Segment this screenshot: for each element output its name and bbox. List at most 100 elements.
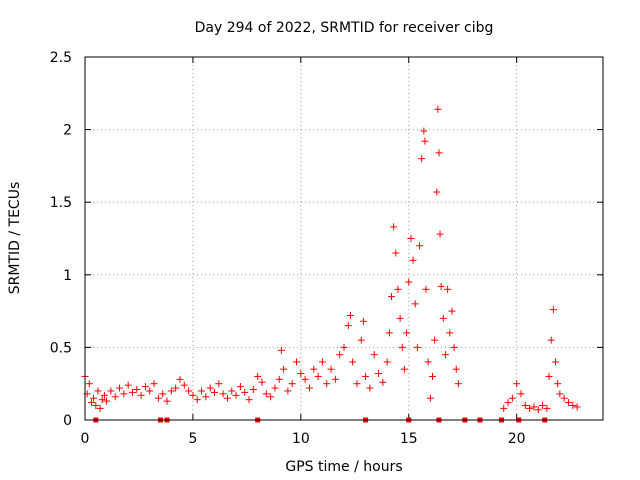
data-point	[448, 307, 456, 315]
data-point	[539, 401, 547, 409]
data-point	[424, 358, 432, 366]
chart-title: Day 294 of 2022, SRMTID for receiver cib…	[195, 20, 494, 36]
data-point	[103, 397, 111, 405]
data-point	[390, 223, 398, 231]
data-point	[444, 285, 452, 293]
data-point	[107, 387, 115, 395]
data-point	[215, 380, 223, 388]
data-point	[223, 394, 231, 402]
data-point	[573, 403, 581, 411]
data-point	[323, 380, 331, 388]
data-point	[450, 343, 458, 351]
data-point	[133, 386, 141, 394]
data-point	[219, 390, 227, 398]
data-point	[569, 401, 577, 409]
data-point	[288, 380, 296, 388]
y-tick-label: 1.5	[50, 195, 72, 211]
data-point	[293, 358, 301, 366]
data-point	[336, 351, 344, 359]
data-point	[398, 343, 406, 351]
data-point	[202, 393, 210, 401]
data-point	[267, 393, 275, 401]
data-point	[344, 322, 352, 330]
data-point	[454, 380, 462, 388]
data-point	[128, 388, 136, 396]
data-point	[543, 404, 551, 412]
data-point	[517, 390, 525, 398]
data-point	[552, 358, 560, 366]
data-point	[120, 390, 128, 398]
data-point	[198, 387, 206, 395]
x-tick-label: 0	[81, 431, 90, 447]
data-point	[504, 399, 512, 407]
data-point	[90, 394, 98, 402]
data-point	[340, 343, 348, 351]
data-point	[349, 358, 357, 366]
data-point	[146, 387, 154, 395]
data-point	[405, 278, 413, 286]
y-tick-label: 0	[63, 413, 72, 429]
data-point	[370, 351, 378, 359]
data-point	[428, 372, 436, 380]
data-point	[421, 137, 429, 145]
y-tick-label: 2	[63, 123, 72, 139]
data-point	[359, 317, 367, 325]
data-point	[508, 394, 516, 402]
data-point	[163, 397, 171, 405]
data-point	[310, 365, 318, 373]
data-point	[314, 372, 322, 380]
data-point	[564, 399, 572, 407]
data-point	[396, 314, 404, 322]
data-point	[280, 365, 288, 373]
data-point	[111, 393, 119, 401]
data-point	[357, 336, 365, 344]
data-point	[534, 406, 542, 414]
data-point	[422, 285, 430, 293]
data-point	[420, 127, 428, 135]
data-point	[549, 306, 557, 314]
data-point	[400, 365, 408, 373]
data-point	[277, 346, 285, 354]
data-point	[435, 149, 443, 157]
data-point	[547, 336, 555, 344]
data-point	[394, 285, 402, 293]
x-tick-label: 20	[508, 431, 526, 447]
data-point	[383, 358, 391, 366]
data-point	[189, 391, 197, 399]
plot-frame	[84, 56, 604, 421]
data-point	[409, 256, 417, 264]
data-point	[211, 388, 218, 396]
data-point	[353, 380, 361, 388]
data-point	[362, 372, 370, 380]
data-point	[385, 329, 393, 337]
data-point	[436, 230, 444, 238]
y-tick-label: 2.5	[50, 50, 72, 66]
data-point	[526, 404, 534, 412]
data-point	[318, 358, 326, 366]
data-point	[159, 390, 167, 398]
data-point	[172, 384, 180, 392]
data-point	[327, 365, 335, 373]
data-point	[452, 365, 460, 373]
data-point	[258, 378, 266, 386]
data-point	[249, 386, 257, 394]
data-point	[305, 384, 313, 392]
data-point	[331, 375, 339, 383]
data-point	[379, 378, 387, 386]
data-point	[236, 383, 244, 391]
tick-layer: 0 5 10 15 20 0 0.5 1 1.5 2 2.5	[50, 50, 603, 447]
data-point	[254, 372, 262, 380]
data-point	[433, 188, 441, 196]
data-point	[403, 329, 411, 337]
x-tick-label: 5	[188, 431, 197, 447]
data-point	[85, 380, 93, 388]
data-point	[301, 375, 309, 383]
y-axis-label: SRMTID / TECUs	[7, 182, 23, 295]
data-point	[500, 404, 508, 412]
data-point	[530, 403, 538, 411]
data-point	[154, 394, 162, 402]
data-point	[241, 388, 249, 396]
data-point	[426, 394, 434, 402]
data-point	[431, 336, 439, 344]
data-point	[411, 300, 419, 308]
